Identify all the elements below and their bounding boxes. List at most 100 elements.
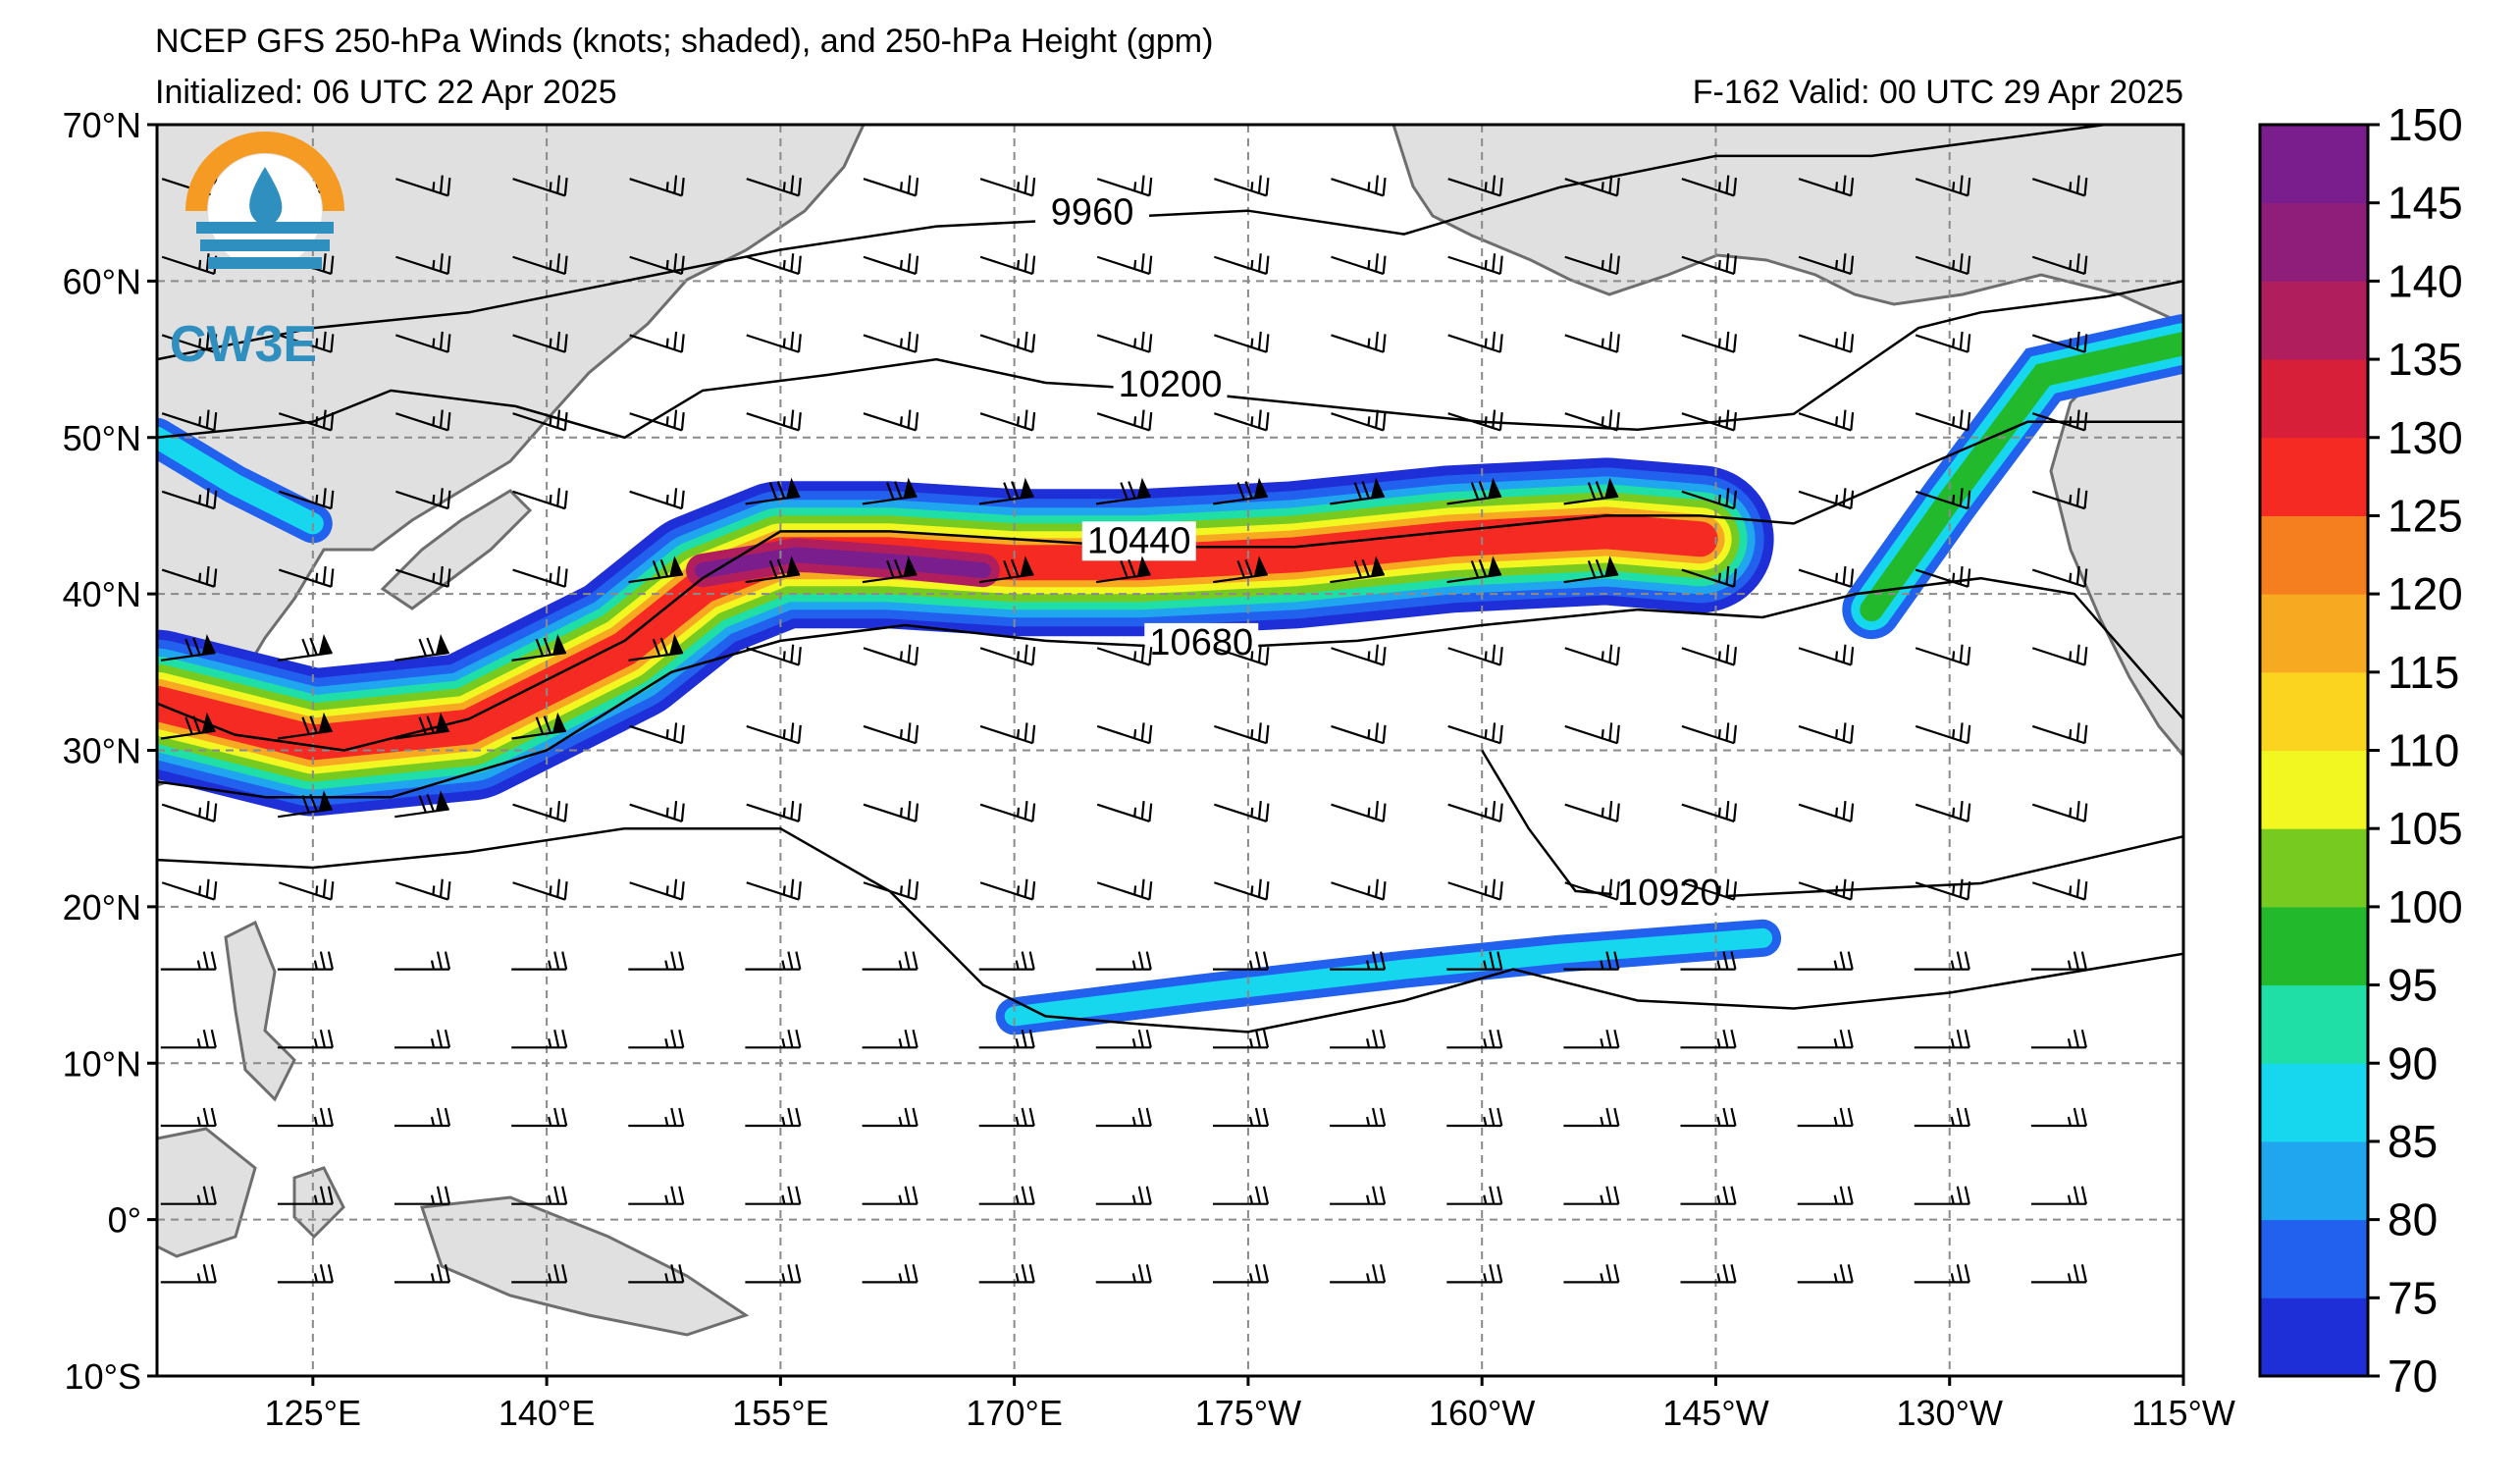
wind-barb <box>277 1030 334 1049</box>
wind-barb <box>1095 477 1151 505</box>
lat-tick-label: 30°N <box>63 731 141 771</box>
wind-barb <box>394 1107 451 1128</box>
wind-barb <box>2031 331 2088 353</box>
wind-barb <box>1914 1107 1970 1128</box>
wind-barb <box>862 556 918 584</box>
wind-barb <box>1681 409 1737 432</box>
lat-tick-label: 0° <box>108 1200 141 1241</box>
logo-waves <box>196 222 334 269</box>
wind-barb <box>2031 175 2088 197</box>
colorbar-swatch <box>2260 1140 2368 1221</box>
wind-barb <box>1331 331 1387 353</box>
colorbar-swatch <box>2260 437 2368 516</box>
wind-barb <box>2030 951 2087 971</box>
wind-barb <box>746 801 802 822</box>
wind-barb <box>1681 331 1737 353</box>
wind-barb <box>1447 331 1503 353</box>
colorbar-swatch <box>2260 1298 2368 1377</box>
logo-orange-ring <box>185 132 344 212</box>
colorbar-swatch <box>2260 125 2368 204</box>
wind-barb <box>161 878 218 901</box>
wind-barb <box>395 488 451 510</box>
wind-barb <box>278 790 333 819</box>
lat-tick-label: 70°N <box>63 105 141 145</box>
wind-barb <box>511 1264 568 1284</box>
wind-barb <box>863 409 919 432</box>
wind-barb <box>1096 878 1153 901</box>
colorbar-tick-label: 110 <box>2388 725 2459 776</box>
lon-tick-label: 160°W <box>1429 1393 1535 1433</box>
wind-barb <box>1331 409 1387 432</box>
colorbar-tick-label: 150 <box>2388 99 2463 150</box>
wind-barb <box>1798 488 1855 510</box>
wind-barb <box>1214 644 1270 666</box>
map-panel: 9960 10200 10440 10680 10920 <box>155 123 2185 1378</box>
wind-barb <box>1798 409 1855 432</box>
wind-barb <box>395 409 451 432</box>
height-contour-line <box>157 826 2183 1033</box>
wind-barb <box>1914 1030 1970 1049</box>
wind-barb <box>1330 1030 1387 1049</box>
wind-barb <box>1564 175 1620 197</box>
wind-barb <box>1446 1186 1503 1205</box>
wind-barb <box>746 331 802 353</box>
wind-barb <box>161 801 218 822</box>
wind-barb <box>629 722 685 745</box>
wind-barb <box>979 409 1036 432</box>
wind-barb <box>161 565 218 588</box>
lat-tick-label: 50°N <box>63 418 141 458</box>
wind-barb <box>629 253 685 276</box>
wind-barb <box>745 1107 802 1128</box>
latitude-tick-labels: 70°N 60°N 50°N 40°N 30°N 20°N 10°N 0° 10°S <box>63 105 157 1397</box>
height-contours: 9960 10200 10440 10680 10920 <box>157 125 2183 1033</box>
colorbar-tick-label: 145 <box>2388 178 2463 229</box>
wind-barb <box>1095 1030 1152 1049</box>
wind-barb <box>1096 644 1153 666</box>
wind-barb <box>278 634 333 662</box>
wind-barb <box>160 1107 217 1128</box>
wind-barb <box>863 253 919 276</box>
colorbar-swatches <box>2260 125 2368 1377</box>
wind-barb <box>1331 722 1387 745</box>
colorbar-tick-label: 85 <box>2388 1116 2438 1167</box>
contour-label-bg <box>1081 521 1196 561</box>
wind-speed-band <box>1860 332 2183 622</box>
wind-barb <box>511 1107 568 1128</box>
wind-barb <box>628 634 684 662</box>
wind-barb <box>1564 253 1620 276</box>
wind-speed-band <box>1004 927 1773 1027</box>
wind-barb <box>978 556 1034 584</box>
wind-barb <box>629 801 685 822</box>
wind-barb <box>1915 801 1971 822</box>
wind-barb <box>1447 722 1503 745</box>
wind-barb <box>2031 565 2088 588</box>
wind-barb <box>1914 951 1970 971</box>
wind-barb <box>1915 644 1971 666</box>
wind-barb <box>1798 331 1855 353</box>
wind-barb <box>1330 556 1385 584</box>
wind-barb <box>512 488 568 510</box>
contour-label: 9960 <box>1051 192 1134 234</box>
wind-speed-shading <box>157 314 2183 1035</box>
wind-barb <box>745 1030 802 1049</box>
lon-tick-label: 155°E <box>732 1393 828 1433</box>
wind-barb <box>628 556 684 584</box>
wind-barb <box>278 712 333 740</box>
wind-barb <box>1798 253 1855 276</box>
colorbar-tick-label: 70 <box>2388 1351 2438 1402</box>
wind-barb <box>1681 644 1737 666</box>
wind-barb <box>1095 1186 1152 1205</box>
wind-barb <box>1330 1107 1387 1128</box>
wind-barb <box>1797 951 1854 971</box>
wind-barb <box>160 712 216 740</box>
wind-barb <box>746 878 802 901</box>
wind-barb <box>978 1107 1035 1128</box>
height-contour-line <box>157 420 2183 752</box>
colorbar-tick-labels: 70 75 80 85 90 95 100 105 110 115 120 125 130 135 140 1… <box>2368 99 2463 1402</box>
wind-barb <box>1915 722 1971 745</box>
wind-barb <box>1095 1264 1152 1284</box>
wind-barb <box>1563 556 1619 584</box>
wind-barb <box>979 801 1036 822</box>
wind-barb <box>1095 556 1151 584</box>
wind-barb <box>628 1030 685 1049</box>
